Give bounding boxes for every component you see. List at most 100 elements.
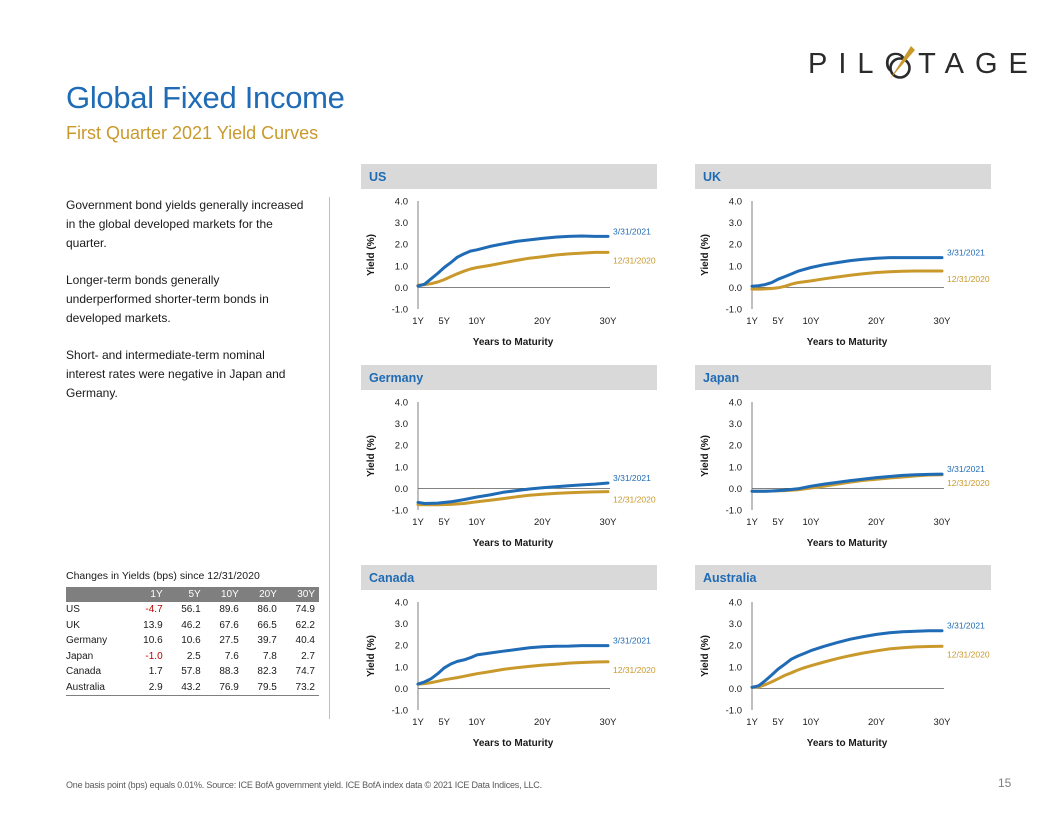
table-row: US -4.7 56.1 89.6 86.0 74.9 [66, 602, 319, 618]
logo-wordmark: PILOTAGE [808, 48, 1039, 80]
table-header-cell: 30Y [280, 587, 319, 602]
x-axis-title: Years to Maturity [473, 738, 554, 749]
change-cell: 7.6 [224, 650, 239, 662]
country-cell: Germany [66, 635, 108, 647]
x-tick-label: 20Y [868, 717, 886, 728]
x-tick-label: 1Y [412, 717, 424, 728]
y-tick-label: 0.0 [395, 283, 408, 294]
y-tick-label: 1.0 [395, 662, 408, 673]
change-cell: 89.6 [219, 604, 239, 616]
series-end-label: 12/31/2020 [613, 255, 656, 265]
chart-title: UK [695, 164, 991, 189]
change-cell: 43.2 [166, 679, 205, 696]
change-cell: 86.0 [257, 604, 277, 616]
x-tick-label: 5Y [438, 517, 450, 528]
x-axis-title: Years to Maturity [807, 538, 888, 549]
chart-panel-australia: Australia 4.0 3.0 2.0 1.0 0.0 -1.0 1Y 5Y 10Y 20Y 3… [695, 565, 991, 755]
x-tick-label: 10Y [803, 517, 821, 528]
y-axis-title: Yield (%) [366, 635, 377, 677]
series-line-mar-2021 [750, 256, 944, 288]
chart-panel-germany: Germany 4.0 3.0 2.0 1.0 0.0 -1.0 1Y 5Y 10Y 20Y 30Y… [361, 365, 657, 555]
y-tick-label: 1.0 [395, 462, 408, 473]
change-cell: 2.7 [301, 650, 315, 662]
x-tick-label: 5Y [438, 717, 450, 728]
series-line-mar-2021 [416, 234, 610, 288]
series-line-dec-2020 [416, 250, 610, 287]
change-cell: 66.5 [257, 619, 277, 631]
y-tick-label: 2.0 [729, 441, 742, 452]
chart-title: Australia [695, 565, 991, 590]
change-cell: 74.7 [295, 666, 315, 678]
x-tick-label: 1Y [412, 517, 424, 528]
yield-changes-title: Changes in Yields (bps) since 12/31/2020 [66, 570, 260, 582]
x-tick-label: 30Y [934, 316, 952, 327]
change-cell: 82.3 [257, 666, 277, 678]
series-line-mar-2021 [750, 629, 944, 689]
chart-title: Japan [695, 365, 991, 390]
page-subtitle: First Quarter 2021 Yield Curves [66, 123, 319, 143]
x-tick-label: 5Y [772, 517, 784, 528]
chart-title: US [361, 164, 657, 189]
chart-title: Canada [361, 565, 657, 590]
y-tick-label: 0.0 [729, 684, 742, 695]
x-tick-label: 10Y [803, 316, 821, 327]
y-tick-label: -1.0 [726, 706, 742, 717]
country-cell: Australia [66, 679, 129, 696]
change-cell: -1.0 [145, 650, 163, 662]
yield-changes-table: Changes in Yields (bps) since 12/31/2020… [66, 570, 319, 696]
y-tick-label: 2.0 [395, 240, 408, 251]
x-tick-label: 10Y [469, 517, 487, 528]
x-tick-label: 10Y [803, 717, 821, 728]
country-cell: UK [66, 619, 80, 631]
yield-curve-chart-canada: 4.0 3.0 2.0 1.0 0.0 -1.0 1Y 5Y 10Y 20Y 30Y Years to… [366, 598, 656, 750]
yield-curve-chart-us: 4.0 3.0 2.0 1.0 0.0 -1.0 1Y 5Y 10Y 20Y 30Y Years to… [366, 197, 656, 349]
series-end-label: 12/31/2020 [613, 495, 656, 505]
y-tick-label: 3.0 [395, 218, 408, 229]
y-tick-label: 2.0 [395, 641, 408, 652]
x-tick-label: 1Y [412, 316, 424, 327]
y-tick-label: 4.0 [395, 598, 408, 609]
series-end-label: 12/31/2020 [947, 478, 990, 488]
series-end-label: 3/31/2021 [947, 621, 985, 631]
series-end-label: 3/31/2021 [613, 636, 651, 646]
y-tick-label: 4.0 [395, 398, 408, 409]
y-axis-title: Yield (%) [700, 435, 711, 477]
footer-note: One basis point (bps) equals 0.01%. Sour… [66, 780, 542, 790]
y-tick-label: -1.0 [392, 706, 408, 717]
chart-title: Germany [361, 365, 657, 390]
country-cell: US [66, 604, 80, 616]
page-title: Global Fixed Income [66, 80, 345, 115]
x-axis-title: Years to Maturity [473, 337, 554, 348]
series-end-label: 12/31/2020 [947, 649, 990, 659]
yield-changes-grid: 1Y 5Y 10Y 20Y 30Y US -4.7 56.1 89.6 86.0 74.9 UK 13… [66, 587, 319, 696]
change-cell: 79.5 [242, 679, 281, 696]
series-line-dec-2020 [416, 490, 610, 507]
y-tick-label: 1.0 [729, 261, 742, 272]
series-end-label: 3/31/2021 [947, 464, 985, 474]
x-tick-label: 5Y [438, 316, 450, 327]
y-tick-label: -1.0 [392, 305, 408, 316]
x-tick-label: 30Y [600, 717, 618, 728]
x-tick-label: 20Y [534, 517, 552, 528]
table-row: Canada 1.7 57.8 88.3 82.3 74.7 [66, 664, 319, 680]
y-tick-label: 3.0 [395, 419, 408, 430]
change-cell: 1.7 [148, 666, 163, 678]
y-axis-title: Yield (%) [700, 635, 711, 677]
x-tick-label: 20Y [868, 517, 886, 528]
change-cell: 67.6 [219, 619, 239, 631]
y-tick-label: 0.0 [729, 283, 742, 294]
change-cell: 39.7 [257, 635, 277, 647]
commentary: Government bond yields generally increas… [66, 196, 306, 421]
pilotage-logo: PILOTAGE [808, 44, 1028, 84]
y-tick-label: 4.0 [729, 197, 742, 208]
x-tick-label: 1Y [746, 316, 758, 327]
y-tick-label: 2.0 [729, 641, 742, 652]
x-tick-label: 20Y [534, 316, 552, 327]
x-axis-title: Years to Maturity [807, 337, 888, 348]
yield-curve-chart-japan: 4.0 3.0 2.0 1.0 0.0 -1.0 1Y 5Y 10Y 20Y 30Y Years to… [700, 398, 990, 550]
y-tick-label: 3.0 [729, 218, 742, 229]
chart-panel-uk: UK 4.0 3.0 2.0 1.0 0.0 -1.0 1Y 5Y 10Y 20Y 30Y Years… [695, 164, 991, 354]
y-tick-label: 4.0 [729, 598, 742, 609]
y-axis-title: Yield (%) [700, 234, 711, 276]
table-header-cell: 10Y [204, 587, 243, 602]
